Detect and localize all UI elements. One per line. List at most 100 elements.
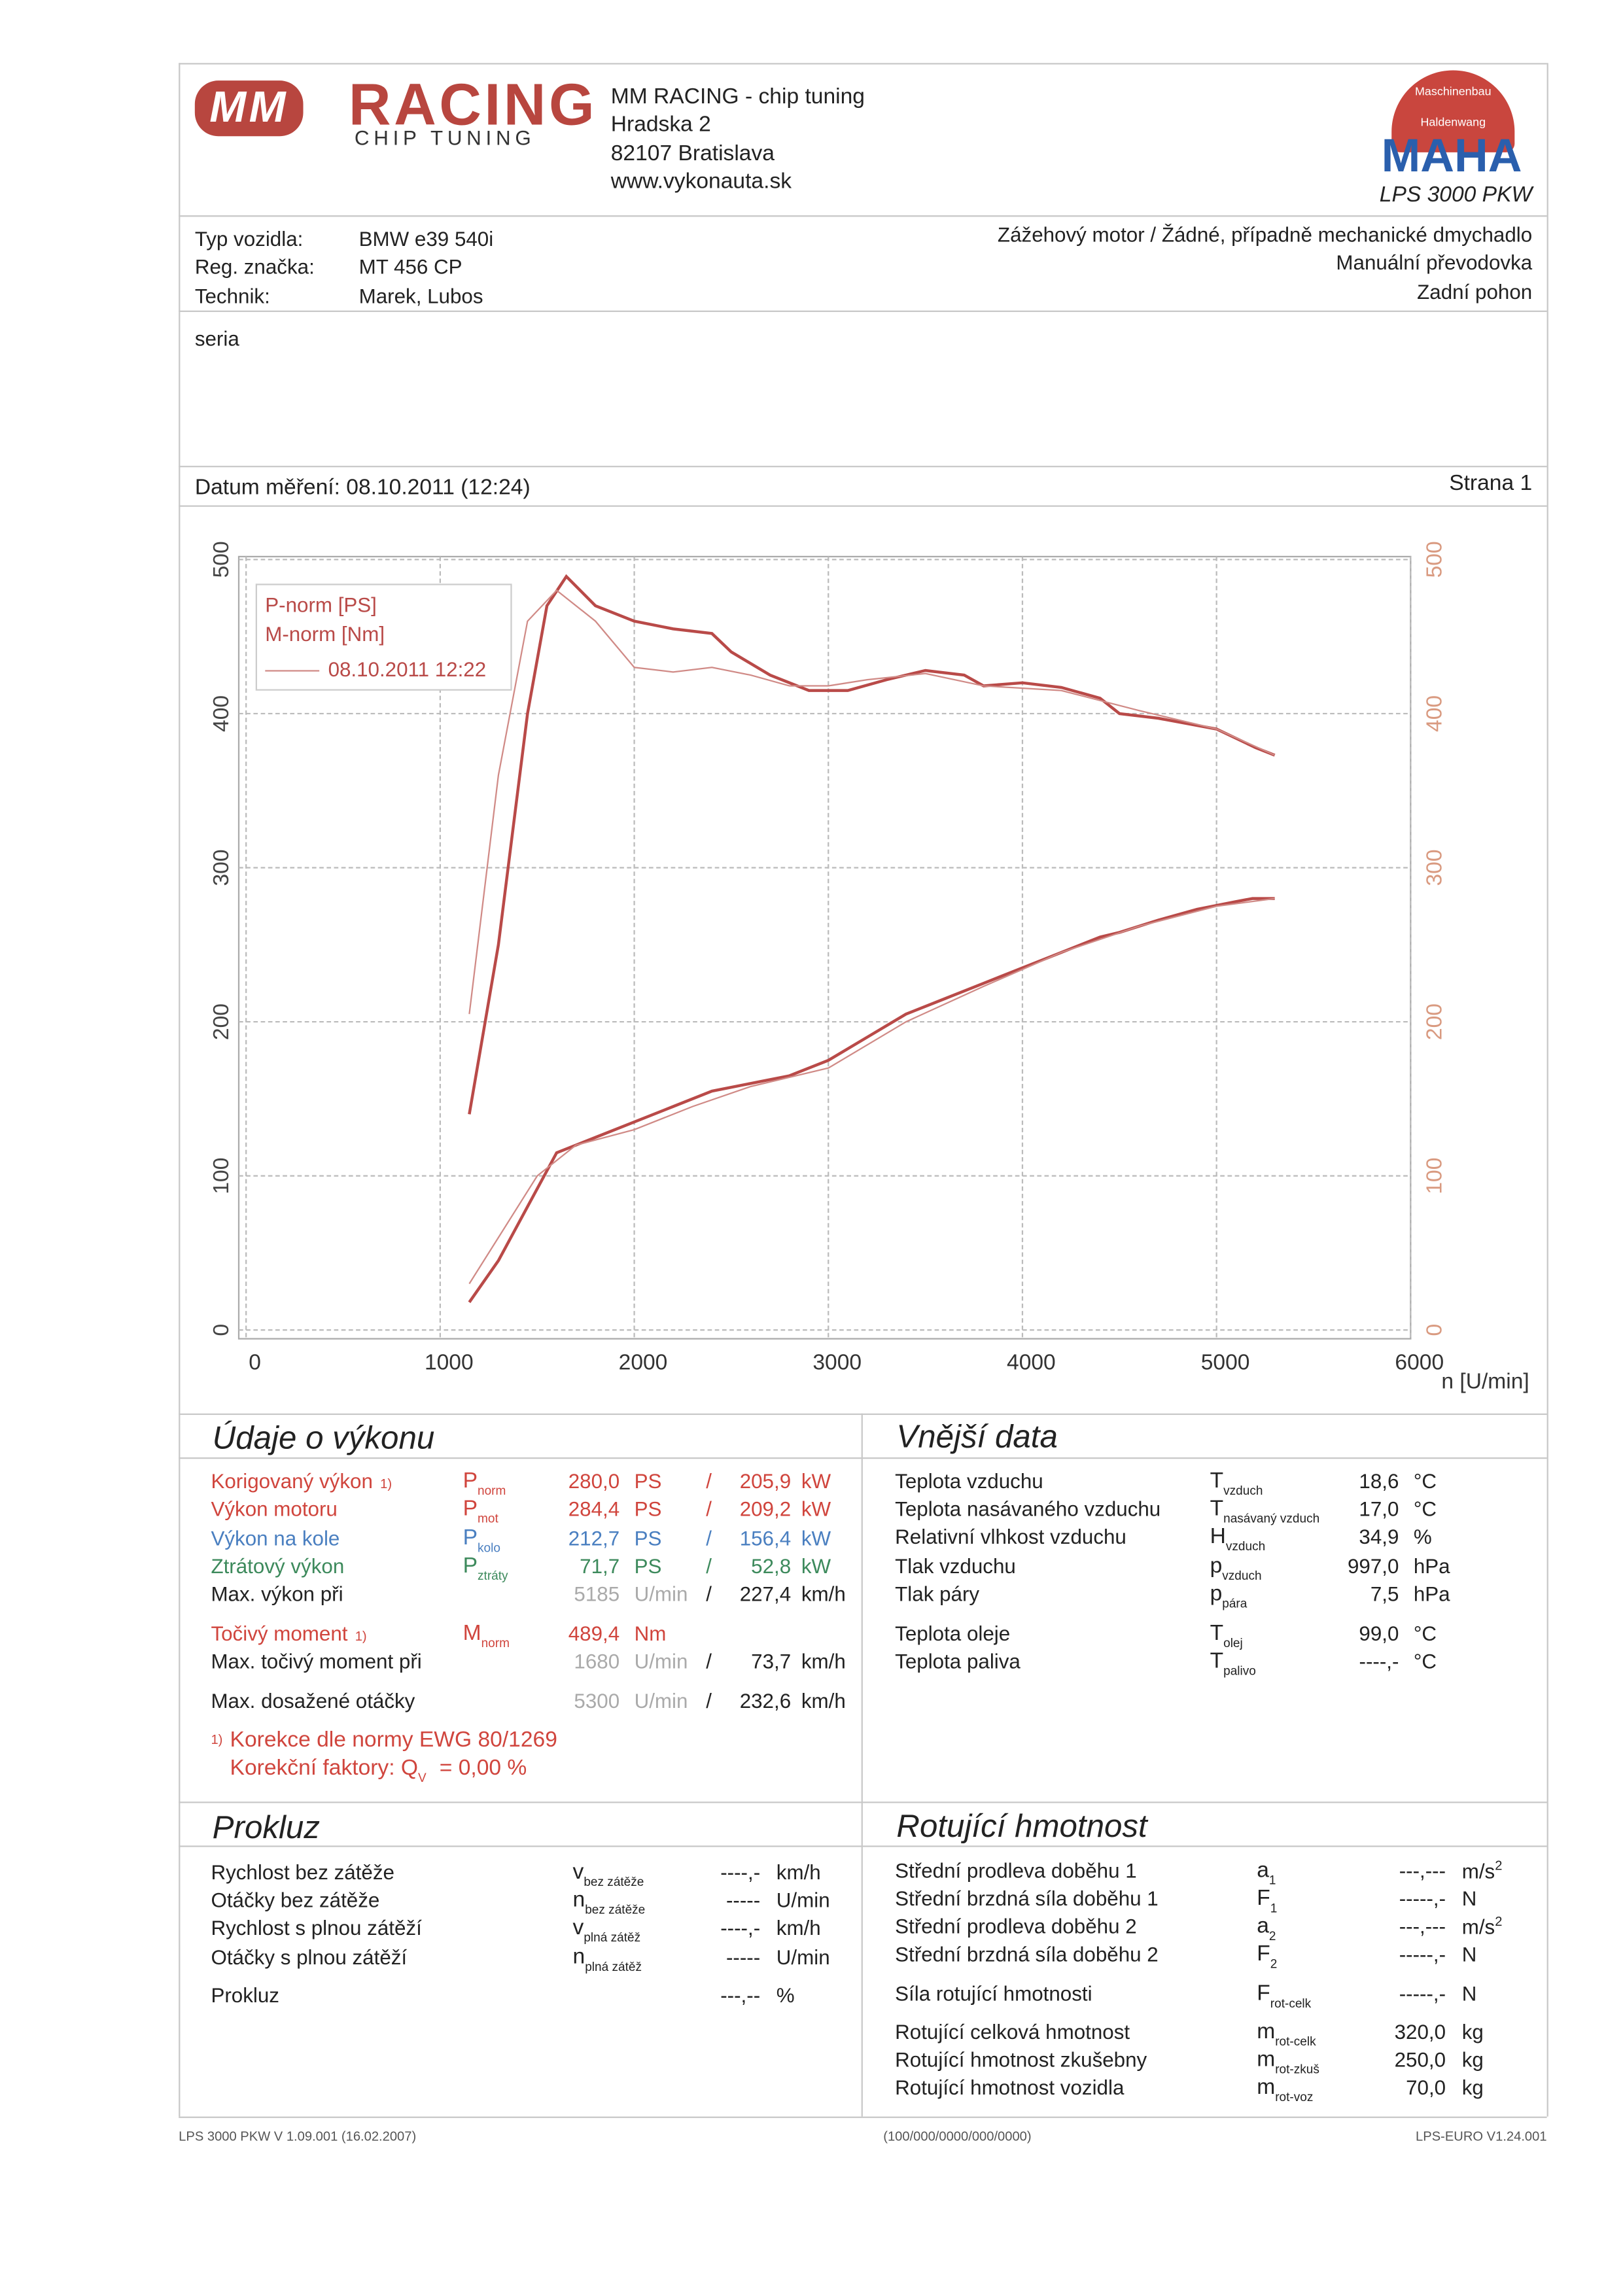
symbol-subscript: rot-celk <box>1275 2034 1316 2049</box>
symbol-letter: T <box>1210 1496 1224 1522</box>
row-unit: N <box>1461 1887 1477 1910</box>
symbol: Pkolo <box>463 1527 500 1554</box>
symbol: nplná zátěž <box>573 1946 642 1973</box>
symbol-subscript: palivo <box>1223 1663 1256 1679</box>
logo-name: RACING <box>348 73 598 138</box>
page-number: Strana 1 <box>1449 470 1533 496</box>
symbol: mrot-zkuš <box>1257 2049 1319 2076</box>
row-unit: U/min <box>634 1582 688 1606</box>
symbol-subscript: 1 <box>1268 1872 1276 1888</box>
y-tick-label: 300 <box>209 849 234 886</box>
vehicle-spec: Manuální převodovka <box>1336 251 1533 275</box>
symbol: Frot-celk <box>1257 1981 1311 2009</box>
symbol-subscript: rot-celk <box>1270 1995 1312 2011</box>
row-value: 227,4 <box>739 1582 792 1606</box>
section-title: Údaje o výkonu <box>212 1419 435 1456</box>
row-unit: kg <box>1461 2047 1484 2072</box>
row-value: -----,- <box>1399 1981 1446 2006</box>
symbol-subscript: ztráty <box>478 1568 508 1583</box>
row-value: ----,- <box>720 1860 761 1884</box>
row-unit: U/min <box>634 1649 688 1673</box>
unit-superscript: 2 <box>1495 1858 1503 1873</box>
y2-tick-label: 200 <box>1422 1003 1446 1040</box>
maha-model: LPS 3000 PKW <box>1379 182 1533 207</box>
row-label: Ztrátový výkon <box>211 1554 345 1578</box>
row-label: Tlak vzduchu <box>895 1554 1016 1578</box>
symbol-letter: T <box>1210 1620 1224 1646</box>
symbol-letter: v <box>572 1915 584 1940</box>
symbol: Pztráty <box>463 1555 508 1582</box>
row-unit: kW <box>801 1497 831 1521</box>
symbol-letter: n <box>572 1887 585 1913</box>
row-value: 18,6 <box>1359 1469 1399 1493</box>
symbol: ppára <box>1210 1582 1248 1609</box>
row-unit: km/h <box>776 1860 821 1884</box>
row-value: ---,--- <box>1399 1858 1446 1883</box>
symbol-letter: F <box>1257 1981 1270 2006</box>
row-separator: / <box>706 1582 712 1606</box>
x-tick-label: 5000 <box>1201 1351 1250 1375</box>
company-line: Hradska 2 <box>610 112 711 138</box>
row-label: Teplota oleje <box>895 1621 1011 1645</box>
symbol: mrot-voz <box>1257 2076 1313 2103</box>
symbol: nbez zátěže <box>572 1887 646 1915</box>
symbol: Tolej <box>1210 1620 1243 1649</box>
row-value: 284,4 <box>568 1497 620 1521</box>
symbol-letter: v <box>572 1859 584 1885</box>
symbol: F1 <box>1257 1885 1277 1914</box>
row-label: Rotující hmotnost vozidla <box>895 2075 1125 2099</box>
x-tick-label: 4000 <box>1007 1351 1056 1375</box>
rule <box>179 63 1547 65</box>
y2-tick-label: 0 <box>1422 1324 1446 1336</box>
symbol-subscript: plná zátěž <box>585 1958 642 1974</box>
row-unit: PS <box>634 1469 662 1493</box>
row-value: 5300 <box>574 1688 620 1713</box>
row-unit: hPa <box>1413 1582 1450 1606</box>
row-label: Teplota paliva <box>895 1649 1021 1673</box>
symbol-letter: T <box>1210 1648 1224 1674</box>
vehicle-value: Marek, Lubos <box>358 283 483 307</box>
row-label: Střední prodleva doběhu 2 <box>895 1914 1137 1938</box>
row-value: 99,0 <box>1359 1621 1399 1645</box>
row-value: ----- <box>725 1945 761 1969</box>
x-tick-label: 2000 <box>619 1351 668 1375</box>
row-value: ---,-- <box>720 1983 761 2007</box>
row-unit: km/h <box>801 1688 846 1713</box>
row-unit: °C <box>1413 1621 1437 1645</box>
symbol-subscript: vzduch <box>1225 1539 1266 1554</box>
symbol-letter: M <box>462 1620 481 1646</box>
row-value: 71,7 <box>580 1554 620 1578</box>
row-value: ----- <box>725 1888 761 1912</box>
symbol-letter: H <box>1210 1523 1226 1549</box>
symbol-subscript: norm <box>478 1483 506 1498</box>
symbol-subscript: bez zátěže <box>584 1874 644 1889</box>
row-unit: PS <box>634 1526 662 1550</box>
symbol-letter: P <box>462 1496 478 1522</box>
row-unit: °C <box>1413 1469 1437 1493</box>
row-label: Tlak páry <box>895 1582 980 1606</box>
row-label: Rotující hmotnost zkušebny <box>895 2047 1147 2072</box>
row-value: 489,4 <box>568 1621 620 1645</box>
data-line <box>468 589 1276 1015</box>
y2-tick-label: 300 <box>1422 849 1446 886</box>
row-unit: hPa <box>1413 1554 1450 1578</box>
row-label: Výkon na kole <box>211 1526 340 1550</box>
row-label: Prokluz <box>211 1983 279 2007</box>
row-value: ----,- <box>720 1915 761 1939</box>
row-label: Rychlost s plnou zátěží <box>211 1915 422 1939</box>
row-label: Teplota nasávaného vzduchu <box>895 1497 1161 1521</box>
measurement-date: Datum měření: 08.10.2011 (12:24) <box>194 475 531 500</box>
symbol-letter: F <box>1257 1941 1270 1967</box>
symbol: Tvzduch <box>1210 1470 1263 1497</box>
row-value: 17,0 <box>1359 1497 1399 1521</box>
symbol-letter: F <box>1257 1885 1270 1911</box>
y2-tick-label: 400 <box>1422 695 1446 732</box>
legend-label: P-norm [PS] <box>265 593 377 616</box>
row-unit: N <box>1461 1981 1477 2006</box>
row-label: Rotující celková hmotnost <box>895 2019 1130 2044</box>
symbol: F2 <box>1257 1941 1277 1970</box>
row-value: 156,4 <box>739 1526 792 1550</box>
row-label: Relativní vlhkost vzduchu <box>895 1525 1126 1548</box>
row-label: Teplota vzduchu <box>895 1469 1043 1493</box>
